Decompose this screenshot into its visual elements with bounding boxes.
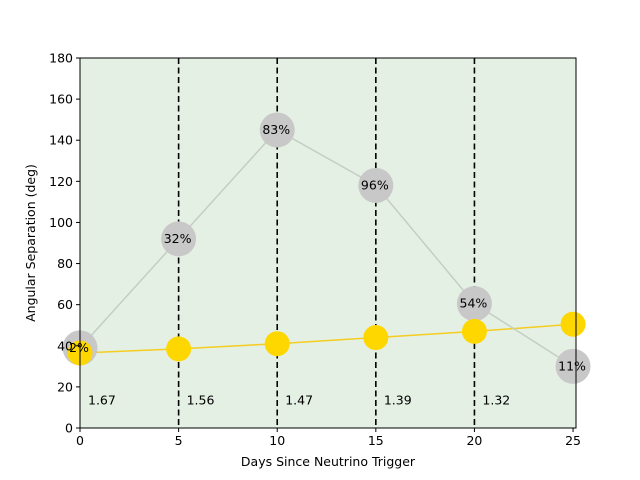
series-marker	[461, 318, 487, 344]
plot-background	[80, 58, 576, 428]
y-tick-label: 100	[49, 215, 73, 230]
x-tick-label: 25	[565, 433, 581, 448]
x-axis-label: Days Since Neutrino Trigger	[241, 454, 416, 469]
series-marker	[358, 167, 394, 203]
annotation-label: 1.47	[285, 392, 313, 407]
annotation-label: 1.32	[482, 392, 510, 407]
point-label: 54%	[460, 296, 488, 311]
series-marker	[264, 331, 290, 357]
x-tick-label: 10	[269, 433, 285, 448]
series-marker	[456, 286, 492, 322]
x-tick-label: 0	[76, 433, 84, 448]
y-tick-label: 180	[49, 51, 73, 66]
point-label: 96%	[361, 177, 389, 192]
plot-frame	[79, 57, 577, 429]
y-tick-label: 40	[57, 338, 73, 353]
point-label: 32%	[164, 231, 192, 246]
y-tick-label: 80	[57, 256, 73, 271]
x-axis: 0 5 10 15 20 25	[76, 428, 581, 448]
series-marker	[560, 311, 586, 337]
series-marker	[363, 325, 389, 351]
annotation-label: 1.39	[384, 392, 412, 407]
point-label: 11%	[558, 358, 586, 373]
y-tick-label: 160	[49, 92, 73, 107]
series-marker	[161, 221, 197, 257]
y-tick-label: 140	[49, 133, 73, 148]
series-markers	[62, 112, 591, 384]
point-label: 2%	[69, 340, 89, 355]
point-label: 83%	[262, 122, 290, 137]
annotation-label: 1.56	[187, 392, 215, 407]
y-tick-label: 60	[57, 297, 73, 312]
series-marker	[555, 348, 591, 384]
x-tick-label: 20	[466, 433, 482, 448]
series-marker	[166, 336, 192, 362]
y-tick-label: 120	[49, 174, 73, 189]
x-tick-label: 5	[175, 433, 183, 448]
series-lines	[79, 128, 574, 367]
series-line	[79, 323, 574, 354]
y-tick-label: 0	[65, 421, 73, 436]
point-labels: 2% 32% 83% 96% 54% 11%	[69, 122, 586, 373]
series-line	[79, 128, 574, 367]
x-tick-label: 15	[368, 433, 384, 448]
series-marker	[259, 112, 295, 148]
y-axis-label: Angular Separation (deg)	[23, 164, 38, 322]
annotation-label: 1.67	[88, 392, 116, 407]
y-axis: 0 20 40 60 80 100 120 140 160 180	[49, 51, 80, 436]
annotations: 1.67 1.56 1.47 1.39 1.32	[88, 392, 510, 407]
y-tick-label: 20	[57, 379, 73, 394]
